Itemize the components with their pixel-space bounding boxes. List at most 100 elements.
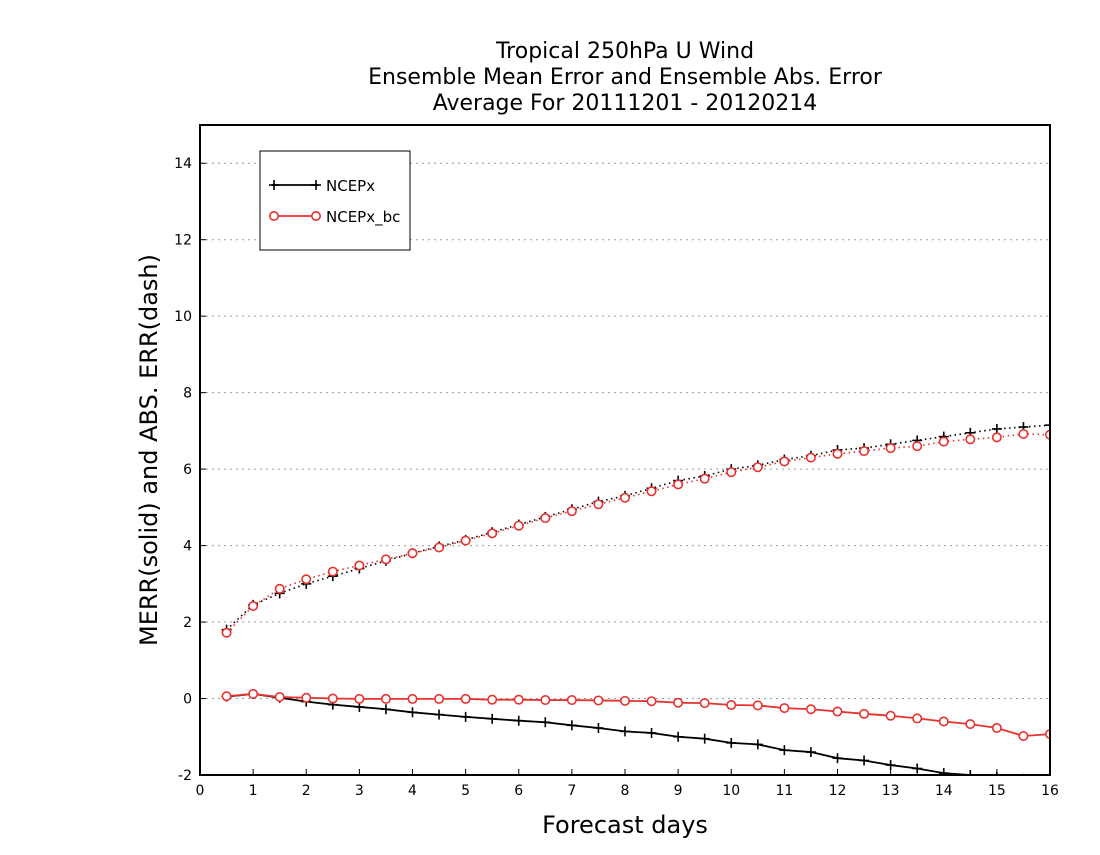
ncepx-bc-merr-point: [938, 716, 949, 727]
ncepx-bc-merr-point: [912, 713, 923, 724]
ncepx-bc-abs-err-point: [779, 456, 790, 467]
ncepx-bc-merr-point: [779, 703, 790, 714]
x-tick-label: 1: [249, 783, 258, 799]
x-tick-label: 11: [775, 783, 793, 799]
ncepx-merr-point: [540, 717, 551, 728]
chart-title: Tropical 250hPa U Wind Ensemble Mean Err…: [368, 39, 883, 116]
x-tick-label: 10: [722, 783, 740, 799]
ncepx-bc-abs-err-point: [991, 432, 1002, 443]
ncepx-bc-abs-err-point: [805, 452, 816, 463]
ncepx-merr-point: [912, 763, 923, 774]
ncepx-bc-abs-err-point: [434, 542, 445, 553]
ncepx-bc-abs-err-point: [327, 566, 338, 577]
x-tick-label: 8: [621, 783, 630, 799]
y-tick-label: -2: [178, 768, 192, 784]
ncepx-bc-merr-point: [221, 691, 232, 702]
ncepx-bc-abs-err-point: [248, 600, 259, 611]
ncepx-bc-abs-err-point: [513, 520, 524, 531]
ncepx-bc-merr-point: [487, 694, 498, 705]
ncepx-merr-point: [779, 745, 790, 756]
x-tick-label: 6: [514, 783, 523, 799]
ncepx-merr-point: [566, 720, 577, 731]
ncepx-bc-abs-err-point: [1018, 428, 1029, 439]
ncepx-bc-abs-err-point: [912, 441, 923, 452]
x-tick-label: 14: [935, 783, 953, 799]
y-tick-label: 10: [174, 309, 192, 325]
ncepx-bc-abs-err-point: [380, 554, 391, 565]
ncepx-bc-merr-point: [1018, 730, 1029, 741]
ncepx-merr-point: [460, 711, 471, 722]
ncepx-bc-abs-err-point: [593, 499, 604, 510]
ncepx-bc-abs-err-point: [354, 560, 365, 571]
ncepx-abs-err-point: [991, 423, 1002, 434]
x-tick-label: 3: [355, 783, 364, 799]
legend-marker-ncepx-bc: [268, 211, 279, 222]
ncepx-bc-merr-point: [885, 710, 896, 721]
ncepx-merr-point: [407, 707, 418, 718]
ncepx-merr-point: [832, 753, 843, 764]
ncepx-merr-point: [885, 760, 896, 771]
x-tick-label: 16: [1041, 783, 1059, 799]
ncepx-bc-merr-point: [327, 693, 338, 704]
y-tick-label: 12: [174, 233, 192, 249]
ncepx-bc-merr-point: [991, 722, 1002, 733]
title-line-2: Ensemble Mean Error and Ensemble Abs. Er…: [368, 65, 883, 90]
ncepx-merr-point: [965, 770, 976, 775]
ncepx-bc-abs-err-point: [407, 548, 418, 559]
x-tick-label: 2: [302, 783, 311, 799]
ncepx-bc-merr-point: [593, 695, 604, 706]
legend-label-ncepx-bc: NCEPx_bc: [326, 208, 400, 227]
ncepx-abs-err-point: [1045, 420, 1050, 431]
ncepx-bc-merr-point: [354, 693, 365, 704]
ncepx-bc-merr-point: [513, 694, 524, 705]
x-tick-label: 7: [567, 783, 576, 799]
y-tick-label: 0: [183, 692, 192, 708]
ncepx-bc-abs-err-point: [540, 513, 551, 524]
ncepx-bc-merr-point: [566, 695, 577, 706]
ncepx-bc-merr-point: [540, 695, 551, 706]
ncepx-merr-point: [513, 715, 524, 726]
ncepx-bc-merr-point: [832, 706, 843, 717]
ncepx-bc-abs-err-point: [487, 528, 498, 539]
legend-marker-ncepx: [311, 180, 321, 190]
legend-marker-ncepx: [269, 180, 279, 190]
legend-box: [259, 150, 411, 251]
y-tick-label: 6: [183, 462, 192, 478]
ncepx-bc-abs-err-line: [225, 433, 1050, 634]
ncepx-bc-merr-point: [752, 700, 763, 711]
ncepx-bc-abs-err-point: [752, 462, 763, 473]
ncepx-merr-point: [859, 755, 870, 766]
ncepx-bc-abs-err-point: [1045, 429, 1050, 440]
ncepx-merr-point: [620, 726, 630, 737]
x-tick-label: 15: [988, 783, 1006, 799]
ncepx-bc-merr-point: [460, 693, 471, 704]
y-tick-label: 8: [183, 386, 192, 402]
title-line-1: Tropical 250hPa U Wind: [495, 39, 754, 64]
ncepx-bc-merr-point: [1045, 729, 1050, 740]
ncepx-merr-point: [752, 739, 763, 750]
legend-marker-ncepx-bc: [310, 211, 321, 222]
x-tick-label: 12: [829, 783, 847, 799]
ncepx-bc-merr-line: [226, 693, 1050, 737]
ncepx-bc-abs-err-point: [301, 574, 312, 585]
ncepx-bc-abs-err-point: [859, 446, 870, 457]
ncepx-merr-point: [726, 737, 737, 748]
ncepx-merr-point: [646, 727, 657, 738]
ncepx-bc-abs-err-point: [965, 434, 976, 445]
ncepx-bc-abs-err-point: [566, 506, 577, 517]
ncepx-bc-abs-err-point: [938, 436, 949, 447]
ncepx-bc-abs-err-point: [221, 627, 232, 638]
ncepx-bc-merr-point: [726, 700, 737, 711]
ncepx-bc-abs-err-point: [460, 535, 471, 546]
y-tick-label: 14: [174, 156, 192, 172]
x-tick-label: 0: [196, 783, 205, 799]
data-layer: [221, 420, 1050, 775]
ncepx-bc-merr-point: [965, 719, 976, 730]
ncepx-bc-merr-point: [673, 697, 684, 708]
ncepx-bc-merr-point: [434, 693, 445, 704]
ncepx-bc-abs-err-point: [274, 583, 285, 594]
legend-label-ncepx: NCEPx: [326, 177, 375, 195]
